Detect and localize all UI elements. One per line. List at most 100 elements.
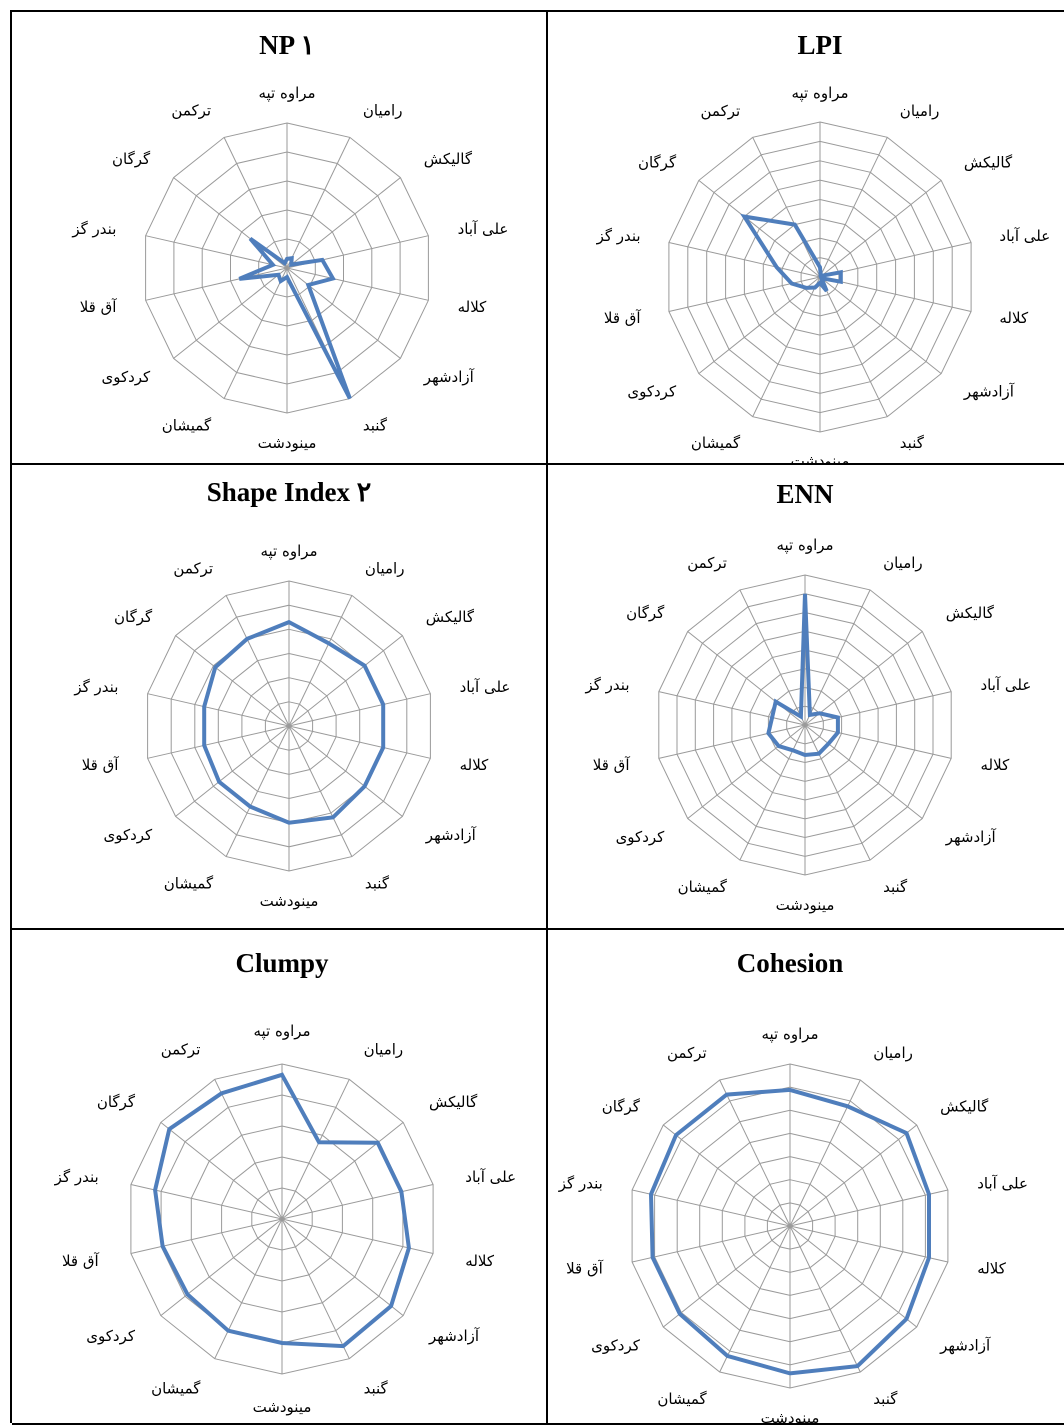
axis-spoke [288,725,431,759]
axis-spoke [658,691,806,726]
radar-chart-lpi: LPI مراوه تپه رامیان گالیکش علی آباد کلاله آزا… [596,30,1051,463]
chart-panel-cohesion: Cohesion مراوه تپه رامیان گالیکش علی آباد کلا… [548,930,1064,1425]
axis-spoke [288,693,431,727]
category-label: آزادشهر [428,1327,480,1345]
category-label: علی آباد [999,227,1050,245]
chart-title: LPI [797,30,842,60]
radar-chart-enn: ENN مراوه تپه رامیان گالیکش علی آباد کلاله آزا… [584,479,1032,914]
radar-chart-shape-index: Shape Index ۲ مراوه تپه رامیان گالیکش علی آب… [73,477,510,910]
category-label: گنبد [900,434,925,452]
axis-spoke [819,276,888,417]
category-label: آق قلا [62,1252,100,1270]
category-label: ترکمن [173,559,213,577]
axis-spoke [281,1079,350,1220]
axis-spoke [804,691,952,726]
category-label: بندر گز [54,1168,99,1186]
axis-spoke [819,242,972,278]
axis-spoke [687,724,806,819]
axis-spoke [789,1124,918,1227]
axis-spoke [789,1225,861,1373]
axis-spoke [789,1079,861,1227]
category-label: آزادشهر [945,828,997,846]
axis-spoke [145,267,288,301]
axis-spoke [719,1079,791,1227]
category-label: کلاله [465,1252,495,1270]
axis-spoke [147,725,290,759]
category-label: گمیشان [162,417,212,435]
chart-panel-lpi: LPI مراوه تپه رامیان گالیکش علی آباد کلاله آزا… [548,12,1064,465]
category-label: گالیکش [946,604,995,622]
category-label: آزادشهر [939,1337,991,1355]
chart-title: Clumpy [235,948,329,978]
axis-spoke [175,635,290,727]
category-label: مینودشت [258,434,317,452]
axis-spoke [739,724,806,861]
chart-title: Cohesion [737,948,844,978]
category-label: کردکوی [627,383,677,401]
axis-spoke [804,724,871,861]
axis-spoke [662,1124,791,1227]
axis-spoke [160,1122,283,1220]
chart-title: Shape Index ۲ [207,477,372,507]
axis-spoke [175,725,290,817]
axis-spoke [698,180,821,278]
category-label: مراوه تپه [258,84,315,103]
category-label: مراوه تپه [776,536,833,555]
axis-spoke [214,1218,283,1359]
axis-spoke [698,276,821,374]
category-label: کردکوی [101,368,151,386]
category-label: آق قلا [593,756,631,774]
axis-spoke [223,137,288,269]
series-line [740,213,843,293]
category-label: مینودشت [791,452,850,463]
radar-chart-clumpy: Clumpy مراوه تپه رامیان گالیکش علی آباد کلاله… [54,948,516,1416]
category-label: ترکمن [161,1041,201,1059]
axis-spoke [789,1225,949,1263]
axis-spoke [286,137,351,269]
axis-spoke [173,267,288,359]
category-label: گنبد [364,1379,389,1397]
axis-spoke [819,276,972,312]
series-line [202,619,386,825]
radar-chart-np: NP ۱ مراوه تپه رامیان گالیکش علی آباد کلاله آز… [71,30,508,452]
category-label: علی آباد [981,676,1032,694]
axis-spoke [147,693,290,727]
axis-spoke [719,1225,791,1373]
chart-panel-shape-index: Shape Index ۲ مراوه تپه رامیان گالیکش علی آب… [12,465,548,930]
category-label: بندر گز [584,676,629,694]
axis-spoke [281,1184,434,1220]
axis-spoke [662,1225,791,1328]
category-label: مینودشت [761,1409,820,1423]
category-label: مینودشت [776,896,835,914]
category-label: مراوه تپه [791,84,848,103]
category-label: گرگان [114,608,153,626]
category-label: ترکمن [667,1044,707,1062]
series-line [238,236,352,400]
category-label: گرگان [638,153,677,171]
axis-spoke [819,180,942,278]
category-label: بندر گز [558,1174,603,1192]
axis-spoke [214,1079,283,1220]
axis-spoke [631,1225,791,1263]
category-label: گرگان [626,604,665,622]
axis-spoke [752,276,821,417]
category-label: کردکوی [86,1327,136,1345]
category-label: گمیشان [657,1390,707,1408]
category-label: رامیان [363,101,403,119]
axis-spoke [130,1218,283,1254]
chart-panel-enn: ENN مراوه تپه رامیان گالیکش علی آباد کلاله آزا… [548,465,1064,930]
axis-spoke [281,1218,350,1359]
axis-spoke [804,589,871,726]
chart-title: ENN [776,479,834,509]
category-label: گالیکش [424,150,473,168]
category-label: ترکمن [687,554,727,572]
series-line [766,593,840,758]
category-label: آق قلا [604,309,642,327]
axis-spoke [288,635,403,727]
axis-spoke [145,235,288,269]
axis-spoke [819,137,888,278]
category-label: کلاله [460,756,490,774]
chart-title: NP ۱ [259,30,315,60]
category-label: آزادشهر [423,368,475,386]
category-label: علی آباد [977,1174,1028,1192]
